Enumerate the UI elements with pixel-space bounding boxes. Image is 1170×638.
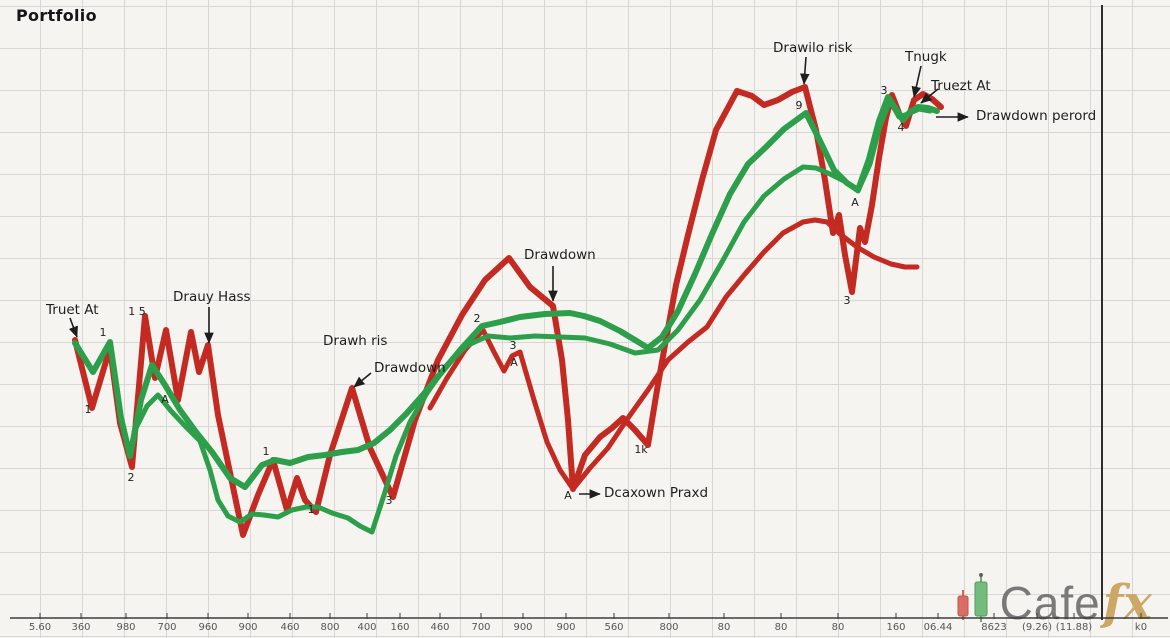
point-label: A [510,356,518,369]
x-axis-label: 560 [604,622,624,633]
point-label: A [564,489,572,502]
point-label: 1 [307,503,315,516]
x-axis-label: 460 [280,622,300,633]
point-label: 2 [127,471,135,484]
arrow-drawdown-mid [353,372,372,388]
x-axis-label: 360 [71,622,91,633]
x-axis-label: 80 [717,622,731,633]
point-label: 1 [99,326,107,339]
logo-cafe-text: Cafe [999,576,1101,629]
x-axis-label: 460 [430,622,450,633]
annotation-truet-at-left: Truet At [46,302,99,318]
annotation-drawdown-upper: Drawdown [524,247,596,263]
arrow-truet-at-left [68,317,78,338]
x-axis-label: 400 [357,622,377,633]
arrow-trough [911,65,922,98]
point-label: 1 5 [128,305,146,318]
x-axis-label: 80 [831,622,845,633]
x-axis-label: 960 [198,622,218,633]
x-axis-label: 06.44 [923,622,953,633]
logo-fx-text: fx [1102,575,1152,632]
series-green-secondary-line [131,98,933,535]
x-axis-label: 5.60 [28,622,52,633]
series-red-main-line [72,84,944,538]
point-label: 9 [795,99,803,112]
point-label: 1 [84,403,92,416]
annotation-drawdown-period-bottom: Dcaxown Praxd [604,485,709,501]
annotation-trough: Tnugk [905,49,947,65]
annotation-truest-at-right: Truezt At [931,78,991,94]
x-axis-label: 980 [116,622,136,633]
point-label: 1 [262,445,270,458]
axes [10,5,1168,620]
x-axis-label: 80 [774,622,788,633]
arrow-drawdown-risk [799,56,810,85]
x-axis-label: 900 [238,622,258,633]
point-label: A [851,196,859,209]
x-axis-label: 900 [556,622,576,633]
x-axis-label: 700 [157,622,177,633]
x-axis-label: k0 [1134,622,1148,633]
x-axis-label: 160 [886,622,906,633]
x-axis-label: 800 [320,622,340,633]
point-label: 3 [385,494,393,507]
x-axis-label: 900 [513,622,533,633]
annotation-arrows [68,56,969,499]
annotation-drawdown-risk: Drawilo risk [773,40,853,56]
x-axis-label: (11.88) [1055,622,1093,633]
point-label: 3 [880,84,888,97]
point-label: 3 [509,339,517,352]
point-label: A [161,393,169,406]
page-title: Portfolio [16,6,97,25]
series-red-secondary-line [427,217,920,492]
annotation-drawdown-mid: Drawdown [374,360,446,376]
x-axis-label: 700 [471,622,491,633]
point-label: 1k [634,443,648,456]
x-axis-label: 800 [659,622,679,633]
point-label: 3 [843,294,851,307]
x-axis-label: 8623 [981,622,1007,633]
point-label: 4 [897,121,905,134]
annotation-drawh-ris: Drawh ris [323,333,388,349]
annotation-drawdown-period-right: Drawdown perord [976,108,1097,124]
chart-series [72,84,944,538]
x-axis-label: 160 [390,622,410,633]
series-green-main-line [72,94,940,490]
point-label: 2 [473,312,481,325]
arrow-truest-at-right [920,88,939,104]
candlestick-icon [957,573,988,622]
cafefx-watermark: Cafe fx [952,572,1152,632]
annotation-drauy-hass: Drauy Hass [173,289,251,305]
x-axis-label: (9.26) [1021,622,1053,633]
